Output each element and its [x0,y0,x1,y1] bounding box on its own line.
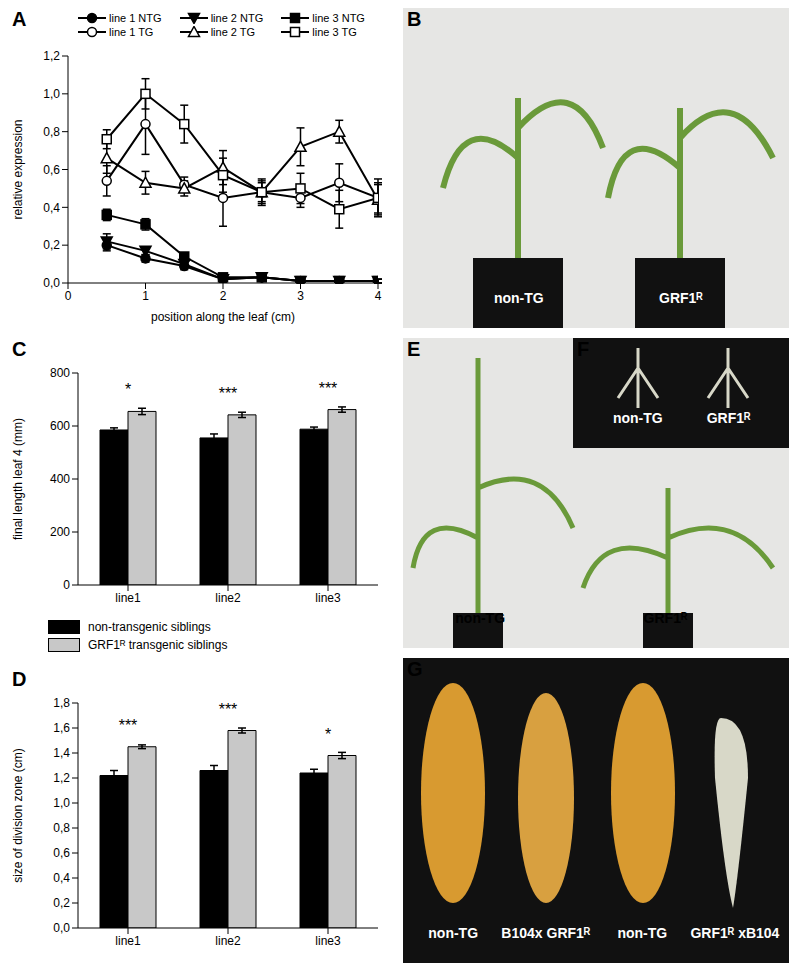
svg-text:***: *** [219,701,238,718]
html-text:E: E [407,338,421,360]
html-text:non-transgenic siblings: non-transgenic siblings [88,620,211,634]
svg-text:*: * [325,726,331,743]
svg-text:0,6: 0,6 [43,163,60,177]
svg-text:***: *** [119,717,138,734]
svg-text:1,2: 1,2 [53,771,70,785]
svg-text:position along the leaf (cm): position along the leaf (cm) [151,310,295,324]
html-text:F: F [577,338,590,360]
html-text:line 2 NTG: line 2 NTG [210,12,264,24]
html-text:non-TG: non-TG [493,290,544,306]
svg-text:size of division zone (cm): size of division zone (cm) [11,748,25,883]
svg-text:3: 3 [297,289,304,303]
svg-text:final length leaf 4 (mm): final length leaf 4 (mm) [11,418,25,540]
svg-text:0: 0 [65,289,72,303]
svg-text:4: 4 [375,289,382,303]
html-text:non-TG: non-TG [455,610,506,626]
svg-text:800: 800 [50,366,70,380]
html-text:D: D [12,668,27,690]
svg-text:400: 400 [50,472,70,486]
html-text:non-TG: non-TG [617,925,668,941]
html-text:non-TG: non-TG [428,925,478,941]
html-text:GRF1ᴿ: GRF1ᴿ [659,290,703,306]
svg-text:0,6: 0,6 [53,846,70,860]
svg-text:200: 200 [50,525,70,539]
svg-text:1,8: 1,8 [53,696,70,710]
html-text:line 3 NTG: line 3 NTG [312,12,365,24]
html-text:line 2 TG: line 2 TG [210,26,256,38]
svg-text:0,0: 0,0 [43,276,60,290]
svg-text:relative expression: relative expression [11,119,25,219]
html-text:C: C [12,338,27,360]
svg-text:1,0: 1,0 [53,796,70,810]
svg-text:1,2: 1,2 [43,49,60,63]
svg-text:line1: line1 [115,591,141,605]
svg-text:***: *** [319,380,338,397]
svg-text:0,2: 0,2 [53,896,70,910]
html-text:line 1 TG: line 1 TG [109,26,154,38]
html-text:GRF1ᴿ xB104: GRF1ᴿ xB104 [690,925,780,941]
html-text:GRF1ᴿ transgenic siblings: GRF1ᴿ transgenic siblings [88,638,228,652]
html-text:line 1 NTG: line 1 NTG [109,12,162,24]
html-text:G: G [407,658,423,680]
svg-text:line2: line2 [215,591,241,605]
html-text:line 3 TG: line 3 TG [312,26,357,38]
svg-text:line3: line3 [315,934,341,948]
html-text:non-TG: non-TG [612,410,663,426]
svg-text:*: * [125,381,131,398]
svg-text:line3: line3 [315,591,341,605]
svg-text:1,6: 1,6 [53,721,70,735]
svg-text:1,4: 1,4 [53,746,70,760]
html-text:GRF1ᴿ: GRF1ᴿ [706,410,751,426]
svg-text:0,8: 0,8 [43,125,60,139]
svg-text:1: 1 [142,289,149,303]
svg-text:0,2: 0,2 [43,238,60,252]
svg-text:0,0: 0,0 [53,921,70,935]
html-text:A: A [12,8,27,30]
svg-text:2: 2 [220,289,227,303]
svg-text:line2: line2 [215,934,241,948]
html-text:GRF1ᴿ: GRF1ᴿ [643,610,688,626]
svg-text:0: 0 [63,578,70,592]
svg-text:0,4: 0,4 [43,201,60,215]
html-text:B104x GRF1ᴿ: B104x GRF1ᴿ [501,925,591,941]
svg-text:600: 600 [50,419,70,433]
html-text:B: B [407,8,422,30]
svg-text:0,8: 0,8 [53,821,70,835]
svg-text:0,4: 0,4 [53,871,70,885]
svg-text:1,0: 1,0 [43,87,60,101]
svg-text:***: *** [219,385,238,402]
svg-text:line1: line1 [115,934,141,948]
